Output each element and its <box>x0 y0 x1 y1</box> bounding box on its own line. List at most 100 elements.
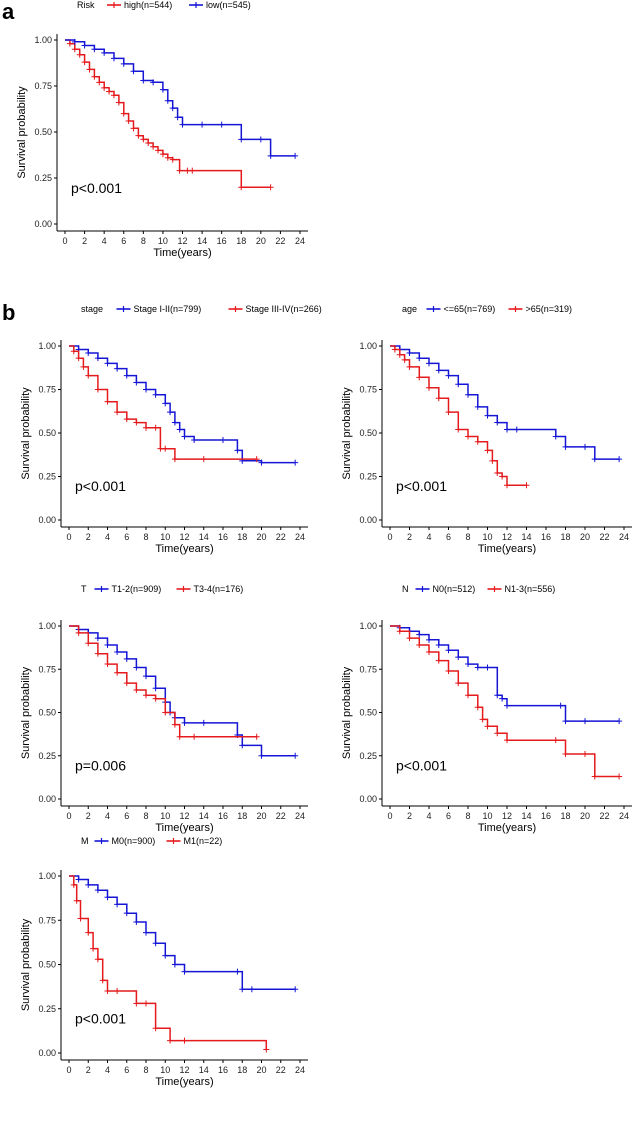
x-tick-label: 10 <box>160 811 170 821</box>
censor-mark <box>199 121 206 128</box>
x-tick-label: 2 <box>86 532 91 542</box>
censor-mark <box>582 718 588 725</box>
censor-mark <box>426 384 432 391</box>
censor-mark <box>238 136 245 143</box>
x-tick-label: 18 <box>236 236 246 246</box>
censor-mark <box>106 88 113 95</box>
censor-mark <box>176 167 183 174</box>
censor-mark <box>169 105 176 112</box>
censor-mark <box>513 426 520 433</box>
x-tick-label: 20 <box>256 532 266 542</box>
censor-mark <box>85 929 92 936</box>
x-tick-label: 2 <box>82 236 87 246</box>
x-tick-label: 16 <box>218 811 228 821</box>
censor-mark <box>120 110 127 117</box>
censor-mark <box>162 952 169 959</box>
km-plot-age: 0.000.250.500.751.000 2 4 6 8 10 12 14 16 18 20 22 2… <box>341 304 632 555</box>
y-tick-label: 0.25 <box>38 751 56 761</box>
censor-mark <box>465 661 471 668</box>
panel-letter-b: b <box>2 300 16 325</box>
x-tick-label: 4 <box>105 811 110 821</box>
censor-mark <box>75 876 82 883</box>
x-tick-label: 24 <box>619 811 629 821</box>
censor-mark <box>401 356 408 363</box>
x-tick-label: 2 <box>86 1065 91 1075</box>
censor-mark <box>152 424 159 431</box>
censor-mark <box>582 751 588 758</box>
censor-mark <box>455 680 462 687</box>
x-tick-label: 18 <box>237 1065 247 1075</box>
censor-mark <box>479 716 486 723</box>
censor-mark <box>181 1037 188 1044</box>
x-tick-label: 22 <box>276 1065 286 1075</box>
censor-mark <box>66 40 73 47</box>
legend: N N0(n=512) N1-3(n=556) <box>402 584 555 594</box>
censor-mark <box>71 38 78 45</box>
censor-mark <box>143 929 149 936</box>
y-tick-label: 1.00 <box>359 341 377 351</box>
legend-entry: <=65(n=769) <box>444 304 496 314</box>
censor-mark <box>191 733 198 740</box>
x-tick-label: 24 <box>295 1065 305 1075</box>
y-tick-label: 0.75 <box>38 664 56 674</box>
x-tick-label: 10 <box>160 1065 170 1075</box>
censor-mark <box>200 719 207 726</box>
x-tick-label: 8 <box>465 532 470 542</box>
censor-mark <box>155 147 162 154</box>
censor-mark <box>104 988 111 995</box>
censor-mark <box>80 363 87 370</box>
censor-mark <box>133 664 140 671</box>
censor-mark <box>179 121 186 128</box>
censor-mark <box>94 355 101 362</box>
censor-mark <box>562 751 569 758</box>
censor-mark <box>616 456 623 463</box>
x-tick-label: 0 <box>387 532 392 542</box>
censor-mark <box>562 443 569 450</box>
y-axis-label: Survival probability <box>341 666 353 759</box>
legend-title: N <box>402 584 409 594</box>
x-tick-label: 6 <box>446 532 451 542</box>
legend-entry: low(n=545) <box>206 0 251 10</box>
censor-mark <box>181 433 188 440</box>
x-tick-label: 0 <box>66 532 71 542</box>
censor-mark <box>152 1025 159 1032</box>
censor-mark <box>120 60 127 67</box>
censor-mark <box>133 379 140 386</box>
p-value-label: p=0.006 <box>75 757 126 773</box>
x-axis-label: Time(years) <box>155 1076 213 1088</box>
censor-mark <box>140 77 147 84</box>
x-tick-label: 24 <box>619 532 629 542</box>
x-tick-label: 8 <box>143 811 148 821</box>
y-tick-label: 0.50 <box>38 428 56 438</box>
x-tick-label: 22 <box>276 811 286 821</box>
censor-mark <box>133 919 140 926</box>
legend: Risk high(n=544) low(n=545) <box>77 0 251 10</box>
x-tick-label: 0 <box>387 811 392 821</box>
censor-mark <box>484 723 491 730</box>
censor-mark <box>101 84 108 91</box>
x-tick-label: 10 <box>482 811 492 821</box>
legend-entry: >65(n=319) <box>526 304 573 314</box>
censor-mark <box>91 73 98 80</box>
p-value-label: p<0.001 <box>396 757 447 773</box>
censor-mark <box>253 733 260 740</box>
y-tick-label: 0.50 <box>38 708 56 718</box>
censor-mark <box>123 655 130 662</box>
censor-mark <box>292 459 299 466</box>
x-tick-label: 12 <box>179 1065 189 1075</box>
legend-entry: high(n=544) <box>124 0 172 10</box>
censor-mark <box>164 154 171 161</box>
y-tick-label: 1.00 <box>359 621 377 631</box>
censor-mark <box>396 351 403 358</box>
censor-mark <box>616 773 623 780</box>
censor-mark <box>445 667 452 674</box>
y-tick-label: 0.75 <box>38 915 56 925</box>
censor-mark <box>416 642 423 649</box>
censor-mark <box>234 447 241 454</box>
y-tick-label: 1.00 <box>38 871 56 881</box>
survival-curve-a <box>69 345 296 464</box>
censor-mark <box>150 79 157 86</box>
censor-mark <box>174 114 181 121</box>
censor-mark <box>504 702 510 709</box>
y-axis-label: Survival probability <box>20 387 32 480</box>
